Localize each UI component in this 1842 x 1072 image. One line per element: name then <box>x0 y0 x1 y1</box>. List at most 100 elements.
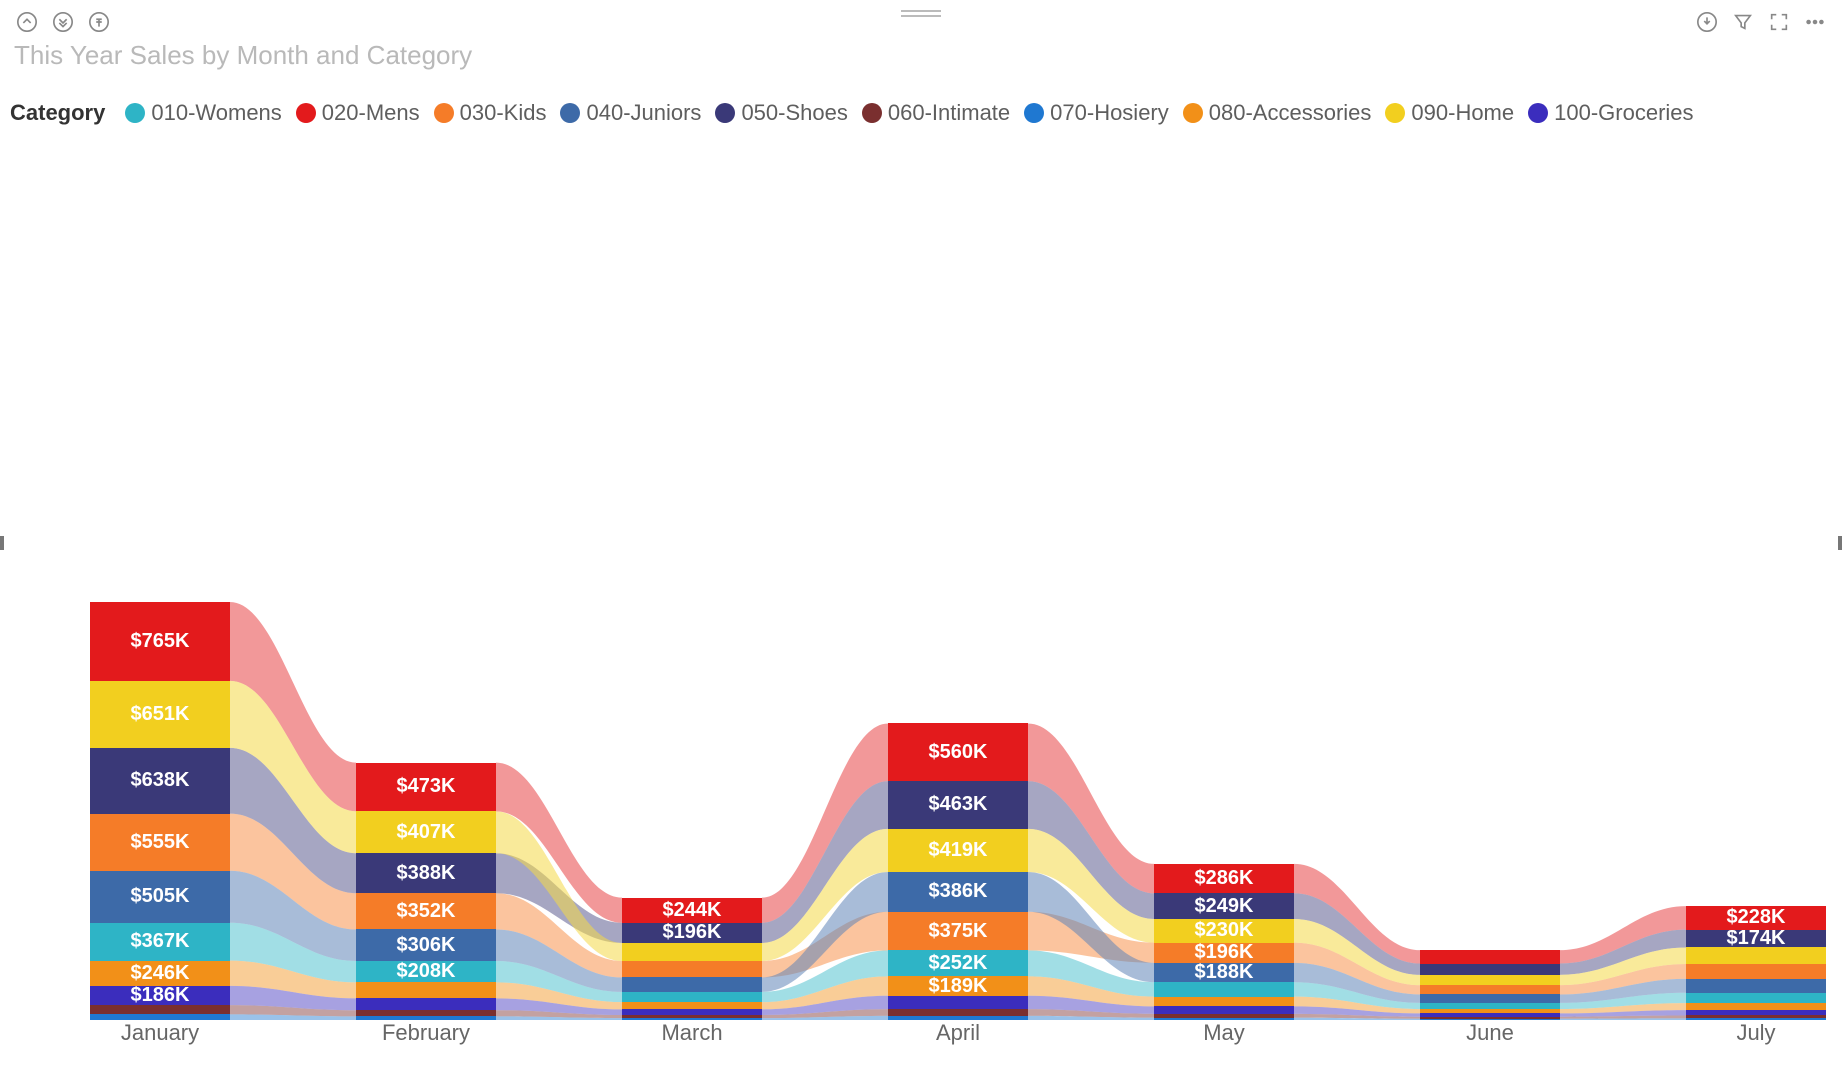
bar-segment[interactable] <box>356 1010 496 1016</box>
bar-segment[interactable] <box>1686 964 1826 979</box>
bar-segment[interactable] <box>622 1009 762 1015</box>
bar-segment[interactable] <box>1686 1015 1826 1018</box>
bar-segment[interactable] <box>888 1009 1028 1016</box>
bar-segment[interactable] <box>622 1015 762 1018</box>
bar-segment[interactable]: $386K <box>888 872 1028 912</box>
legend-item[interactable]: 040-Juniors <box>560 100 701 126</box>
bar-segment[interactable]: $244K <box>622 898 762 923</box>
legend-item[interactable]: 100-Groceries <box>1528 100 1693 126</box>
bar-segment[interactable]: $765K <box>90 602 230 681</box>
bar-segment[interactable]: $306K <box>356 929 496 961</box>
drill-mode-icon[interactable] <box>86 9 112 35</box>
drag-grip-icon[interactable] <box>901 10 941 20</box>
bar-segment-label: $367K <box>131 930 190 953</box>
bar-segment[interactable]: $388K <box>356 853 496 893</box>
legend-item[interactable]: 080-Accessories <box>1183 100 1372 126</box>
chart-title: This Year Sales by Month and Category <box>14 40 472 71</box>
legend-item[interactable]: 070-Hosiery <box>1024 100 1169 126</box>
bar-segment[interactable]: $188K <box>1154 963 1294 982</box>
bar-segment[interactable] <box>622 961 762 977</box>
bar-segment[interactable] <box>622 1002 762 1009</box>
x-axis-label: March <box>661 1020 722 1046</box>
bar-segment[interactable] <box>1154 982 1294 996</box>
bar-segment[interactable] <box>1420 1013 1560 1016</box>
bar-segment[interactable]: $375K <box>888 912 1028 951</box>
bar-segment[interactable]: $463K <box>888 781 1028 829</box>
legend-label: 100-Groceries <box>1554 100 1693 126</box>
drill-up-icon[interactable] <box>14 9 40 35</box>
bar-segment[interactable] <box>356 998 496 1010</box>
bar-segment[interactable] <box>1420 1003 1560 1009</box>
legend: Category 010-Womens020-Mens030-Kids040-J… <box>10 100 1694 126</box>
legend-item[interactable]: 030-Kids <box>434 100 547 126</box>
filter-icon[interactable] <box>1730 9 1756 35</box>
resize-handle-right[interactable] <box>1838 536 1842 550</box>
legend-swatch <box>125 103 145 123</box>
bar-segment[interactable] <box>1420 975 1560 985</box>
bar-segment-label: $249K <box>1195 895 1254 918</box>
bar-segment-label: $651K <box>131 703 190 726</box>
bar-segment[interactable] <box>888 996 1028 1009</box>
legend-item[interactable]: 090-Home <box>1385 100 1514 126</box>
bar-segment[interactable] <box>1420 950 1560 963</box>
bar-segment-label: $765K <box>131 630 190 653</box>
bar-segment[interactable]: $186K <box>90 986 230 1005</box>
legend-item[interactable]: 020-Mens <box>296 100 420 126</box>
bar-segment[interactable]: $246K <box>90 961 230 986</box>
legend-swatch <box>1528 103 1548 123</box>
bar-segment[interactable]: $228K <box>1686 906 1826 929</box>
bar-segment[interactable]: $352K <box>356 893 496 929</box>
bar-segment[interactable]: $230K <box>1154 919 1294 943</box>
x-axis-label: June <box>1466 1020 1514 1046</box>
bar-segment[interactable] <box>622 992 762 1002</box>
bar-segment[interactable]: $407K <box>356 811 496 853</box>
bar-segment[interactable]: $196K <box>622 923 762 943</box>
bar-segment[interactable] <box>1686 1003 1826 1010</box>
bar-segment[interactable]: $505K <box>90 871 230 923</box>
focus-mode-icon[interactable] <box>1766 9 1792 35</box>
bar-segment[interactable]: $208K <box>356 961 496 982</box>
drill-down-all-icon[interactable] <box>50 9 76 35</box>
bar-segment[interactable]: $651K <box>90 681 230 748</box>
bar-segment[interactable]: $473K <box>356 763 496 812</box>
bar-segment[interactable] <box>1154 1006 1294 1013</box>
bar-segment[interactable] <box>356 982 496 998</box>
bar-segment[interactable]: $367K <box>90 923 230 961</box>
bar-segment[interactable] <box>1154 997 1294 1007</box>
bar-segment[interactable]: $252K <box>888 950 1028 976</box>
bar-segment[interactable]: $560K <box>888 723 1028 781</box>
bar-segment[interactable] <box>1686 993 1826 1003</box>
bar-segment[interactable] <box>1420 985 1560 994</box>
bar-segment[interactable]: $196K <box>1154 943 1294 963</box>
bar-segment-label: $228K <box>1727 906 1786 929</box>
bar-segment[interactable] <box>622 977 762 991</box>
bar-segment[interactable]: $555K <box>90 814 230 871</box>
bar-segment[interactable] <box>1686 979 1826 993</box>
legend-label: 080-Accessories <box>1209 100 1372 126</box>
bar-segment[interactable]: $638K <box>90 748 230 814</box>
bar-segment[interactable] <box>622 943 762 961</box>
bar-segment[interactable]: $286K <box>1154 864 1294 893</box>
legend-swatch <box>715 103 735 123</box>
bar-segment[interactable]: $174K <box>1686 930 1826 948</box>
bar-segment[interactable] <box>1420 1009 1560 1013</box>
more-options-icon[interactable] <box>1802 9 1828 35</box>
legend-item[interactable]: 050-Shoes <box>715 100 847 126</box>
export-data-icon[interactable] <box>1694 9 1720 35</box>
bar-segment[interactable] <box>1420 994 1560 1002</box>
legend-item[interactable]: 010-Womens <box>125 100 281 126</box>
legend-label: 070-Hosiery <box>1050 100 1169 126</box>
bar-segment-label: $174K <box>1727 927 1786 950</box>
header-right <box>1694 9 1828 35</box>
resize-handle-left[interactable] <box>0 536 4 550</box>
bar-segment[interactable]: $249K <box>1154 893 1294 919</box>
bar-segment[interactable] <box>1420 1017 1560 1019</box>
bar-segment[interactable]: $189K <box>888 976 1028 995</box>
bar-segment[interactable]: $419K <box>888 829 1028 872</box>
bar-segment[interactable] <box>1420 964 1560 975</box>
bar-segment[interactable] <box>1154 1014 1294 1018</box>
bar-segment[interactable] <box>1686 1010 1826 1015</box>
legend-item[interactable]: 060-Intimate <box>862 100 1010 126</box>
bar-segment-label: $386K <box>929 880 988 903</box>
bar-segment-label: $196K <box>663 921 722 944</box>
